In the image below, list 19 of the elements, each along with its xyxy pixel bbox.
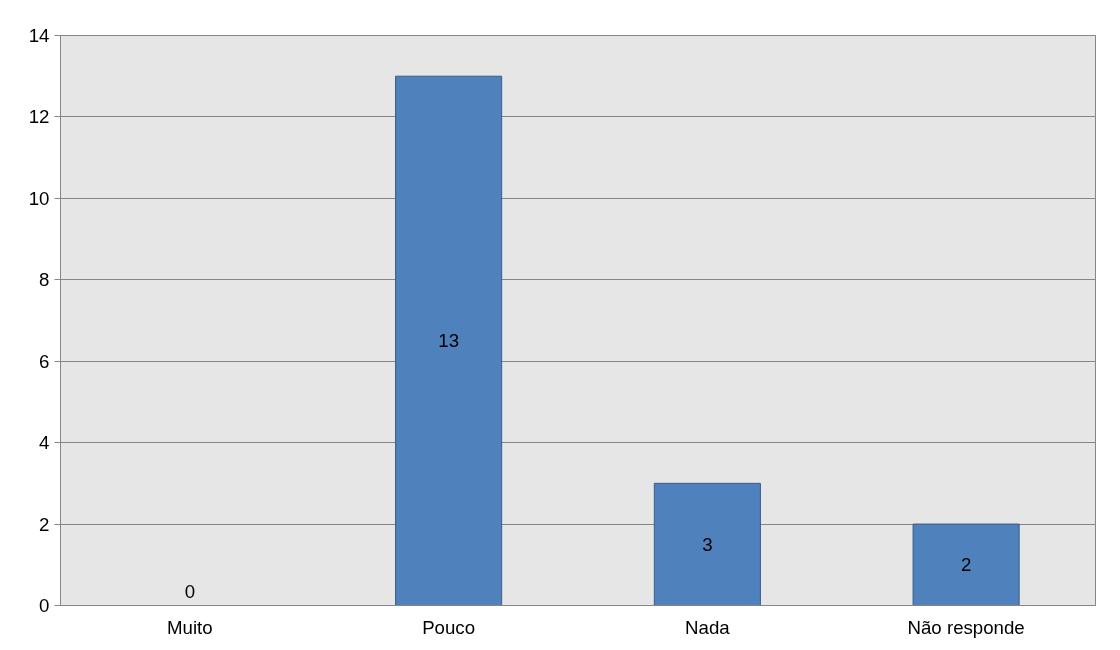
y-tick-label: 0 <box>39 595 50 616</box>
y-tick-label: 12 <box>28 106 50 128</box>
x-tick-label: Não responde <box>907 616 1025 638</box>
bar <box>653 482 761 606</box>
bar <box>395 75 503 606</box>
data-label: 13 <box>438 330 460 352</box>
x-tick-label: Nada <box>685 616 731 638</box>
data-label: 0 <box>184 581 196 602</box>
y-tick-label: 10 <box>28 187 50 209</box>
y-tick-label: 6 <box>39 350 50 372</box>
x-tick-label: Pouco <box>422 616 476 638</box>
data-label: 3 <box>702 533 713 555</box>
bar <box>912 523 1020 606</box>
y-tick-label: 8 <box>39 269 50 291</box>
x-tick-label: Muito <box>167 616 213 638</box>
y-tick-label: 4 <box>39 432 50 454</box>
data-label: 2 <box>960 554 972 576</box>
y-tick-label: 14 <box>28 25 50 46</box>
y-tick-label: 2 <box>39 513 50 535</box>
